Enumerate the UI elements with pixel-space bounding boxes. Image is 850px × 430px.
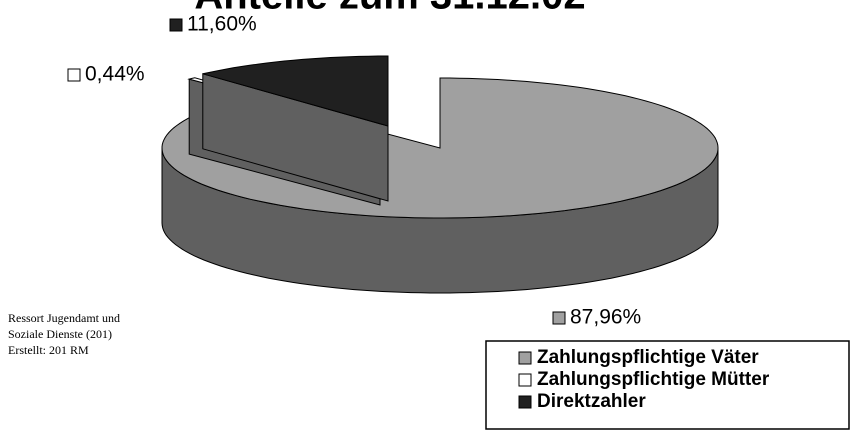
legend-swatch xyxy=(518,395,532,409)
legend-label: Direktzahler xyxy=(537,391,646,412)
footnote: Erstellt: 201 RM xyxy=(8,343,89,357)
value-label: 11,60% xyxy=(187,13,257,36)
label-swatch xyxy=(67,68,81,82)
legend-label: Zahlungspflichtige Väter xyxy=(537,347,759,368)
legend-swatch xyxy=(518,373,532,387)
label-swatch xyxy=(552,311,566,325)
label-swatch xyxy=(169,18,183,32)
legend-swatch xyxy=(518,351,532,365)
chart-title: Anteile zum 31.12.02 xyxy=(194,0,585,18)
footnote: Soziale Dienste (201) xyxy=(8,327,112,341)
value-label: 0,44% xyxy=(85,63,145,86)
footnote: Ressort Jugendamt und xyxy=(8,311,120,325)
legend-label: Zahlungspflichtige Mütter xyxy=(537,369,770,390)
slice xyxy=(202,55,389,127)
value-label: 87,96% xyxy=(570,306,641,329)
legend-box xyxy=(485,340,850,430)
